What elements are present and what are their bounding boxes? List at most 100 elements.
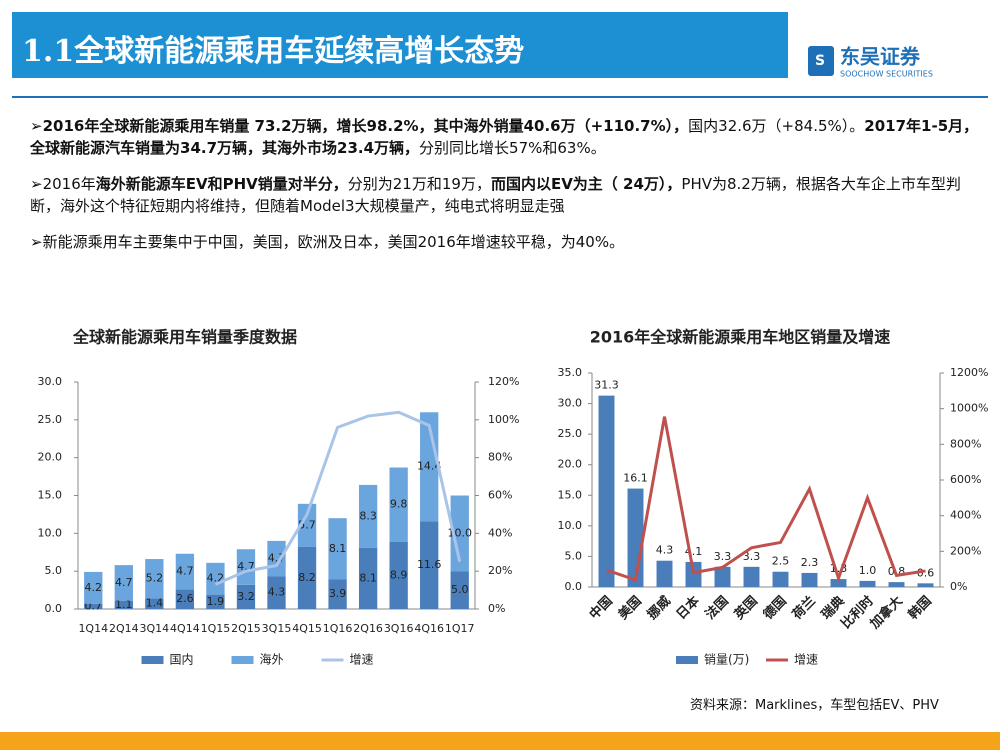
y2-tick-label: 1000% xyxy=(950,402,988,415)
legend-swatch xyxy=(141,656,164,664)
line xyxy=(606,416,926,583)
bullet-text: 分别同比增长57%和63%。 xyxy=(419,139,606,157)
data-label: 2.6 xyxy=(176,592,194,605)
data-label: 4.7 xyxy=(268,552,286,565)
legend-label: 销量(万) xyxy=(704,653,749,667)
x-tick-label: 中国 xyxy=(586,593,616,623)
bullet-text: 2017年1-5月，全球新能源汽车销量为34.7万辆，其海外市场23.4万辆， xyxy=(30,117,979,157)
bullet-text: 分别为21万和19万， xyxy=(347,175,491,193)
footer-bar xyxy=(0,732,1000,750)
line xyxy=(214,410,462,586)
bar xyxy=(859,580,876,587)
y-tick-label: 5.0 xyxy=(565,549,583,562)
data-label: 9.8 xyxy=(390,498,408,511)
source-note: 资料来源：Marklines，车型包括EV、PHV xyxy=(690,698,939,713)
y-tick-label: 0.0 xyxy=(45,602,63,615)
legend-label: 增速 xyxy=(794,653,818,667)
data-label: 4.7 xyxy=(176,565,194,578)
data-label: 0.6 xyxy=(917,566,935,579)
bullet-text: ➢新能源乘用车主要集中于中国，美国，欧洲及日本，美国2016年增速较平稳，为40… xyxy=(30,233,625,251)
y2-tick-label: 0% xyxy=(488,602,505,615)
data-label: 8.1 xyxy=(329,542,347,555)
x-tick-label: 1Q14 xyxy=(78,622,108,635)
bar xyxy=(114,565,133,601)
y2-tick-label: 0% xyxy=(950,580,967,593)
bar xyxy=(714,566,731,587)
legend-swatch xyxy=(676,656,698,664)
x-tick-label: 2Q14 xyxy=(109,622,139,635)
x-tick-label: 4Q15 xyxy=(292,622,322,635)
y2-tick-label: 400% xyxy=(950,509,981,522)
bar xyxy=(145,559,164,599)
bullet-text: PHV为8.2万辆，根据各大车企上市车型判断，海外这个特征短期内将维持，但随着M… xyxy=(30,175,961,215)
bar xyxy=(772,571,789,587)
bar xyxy=(206,562,225,595)
y-tick-label: 35.0 xyxy=(558,366,583,379)
y2-tick-label: 20% xyxy=(488,564,512,577)
y-tick-label: 5.0 xyxy=(45,564,63,577)
data-label: 4.2 xyxy=(85,581,103,594)
x-tick-label: 2Q15 xyxy=(231,622,261,635)
legend-label: 增速 xyxy=(350,653,374,667)
y-tick-label: 15.0 xyxy=(38,489,63,502)
legend-label: 海外 xyxy=(260,652,284,667)
data-label: 3.3 xyxy=(714,550,732,563)
data-label: 8.3 xyxy=(359,509,377,522)
bar xyxy=(888,582,905,587)
y2-tick-label: 60% xyxy=(488,489,512,502)
x-tick-label: 比利时 xyxy=(838,593,877,632)
bar xyxy=(175,589,195,609)
bar xyxy=(206,594,225,609)
bar xyxy=(358,547,378,609)
bar xyxy=(685,561,702,587)
x-tick-label: 美国 xyxy=(615,593,645,623)
bar xyxy=(830,579,847,587)
logo: S 东吴证券 SOOCHOW SECURITIES xyxy=(808,45,933,79)
x-tick-label: 1Q17 xyxy=(445,622,475,635)
x-tick-label: 1Q15 xyxy=(201,622,231,635)
data-label: 31.3 xyxy=(594,379,619,392)
data-label: 1.4 xyxy=(146,597,164,610)
logo-en: SOOCHOW SECURITIES xyxy=(840,70,933,79)
x-tick-label: 韩国 xyxy=(905,593,935,623)
legend-label: 国内 xyxy=(170,653,194,667)
bar xyxy=(917,583,934,587)
x-tick-label: 加拿大 xyxy=(866,593,906,633)
y2-tick-label: 600% xyxy=(950,473,981,486)
data-label: 1.1 xyxy=(115,598,133,611)
bar xyxy=(267,576,286,609)
bar xyxy=(328,579,347,609)
header-bar: 1.1全球新能源乘用车延续高增长态势 xyxy=(12,12,788,78)
data-label: 2.3 xyxy=(801,556,819,569)
bar xyxy=(328,518,347,580)
y-tick-label: 20.0 xyxy=(558,458,583,471)
bullet-text: ➢2016年全球新能源乘用车销量 73.2万辆，增长98.2%，其中海外销量40… xyxy=(30,117,689,135)
x-tick-label: 日本 xyxy=(673,593,703,623)
bullets: ➢2016年全球新能源乘用车销量 73.2万辆，增长98.2%，其中海外销量40… xyxy=(30,115,980,267)
x-tick-label: 法国 xyxy=(702,593,732,623)
chart-title: 2016年全球新能源乘用车地区销量及增速 xyxy=(590,328,891,347)
y2-tick-label: 200% xyxy=(950,544,981,557)
logo-cn: 东吴证券 xyxy=(840,45,921,69)
x-tick-label: 2Q16 xyxy=(353,622,383,635)
bar xyxy=(656,560,673,587)
bar xyxy=(420,521,439,609)
data-label: 11.6 xyxy=(417,558,442,571)
x-tick-label: 德国 xyxy=(760,593,790,623)
logo-icon xyxy=(808,46,834,76)
y-tick-label: 10.0 xyxy=(38,526,63,539)
data-label: 3.9 xyxy=(329,587,347,600)
bullet: ➢新能源乘用车主要集中于中国，美国，欧洲及日本，美国2016年增速较平稳，为40… xyxy=(30,231,980,253)
y-tick-label: 30.0 xyxy=(558,397,583,410)
y-tick-label: 30.0 xyxy=(38,375,63,388)
y-tick-label: 0.0 xyxy=(565,580,583,593)
slide-title: 1.1全球新能源乘用车延续高增长态势 xyxy=(22,34,525,69)
chart-title: 全球新能源乘用车销量季度数据 xyxy=(72,328,297,347)
bar xyxy=(389,467,408,542)
data-label: 3.3 xyxy=(743,550,761,563)
bullet-text: 海外新能源车EV和PHV销量对半分， xyxy=(95,175,348,193)
bar xyxy=(450,571,469,609)
x-tick-label: 3Q16 xyxy=(384,622,414,635)
bar xyxy=(236,584,256,609)
